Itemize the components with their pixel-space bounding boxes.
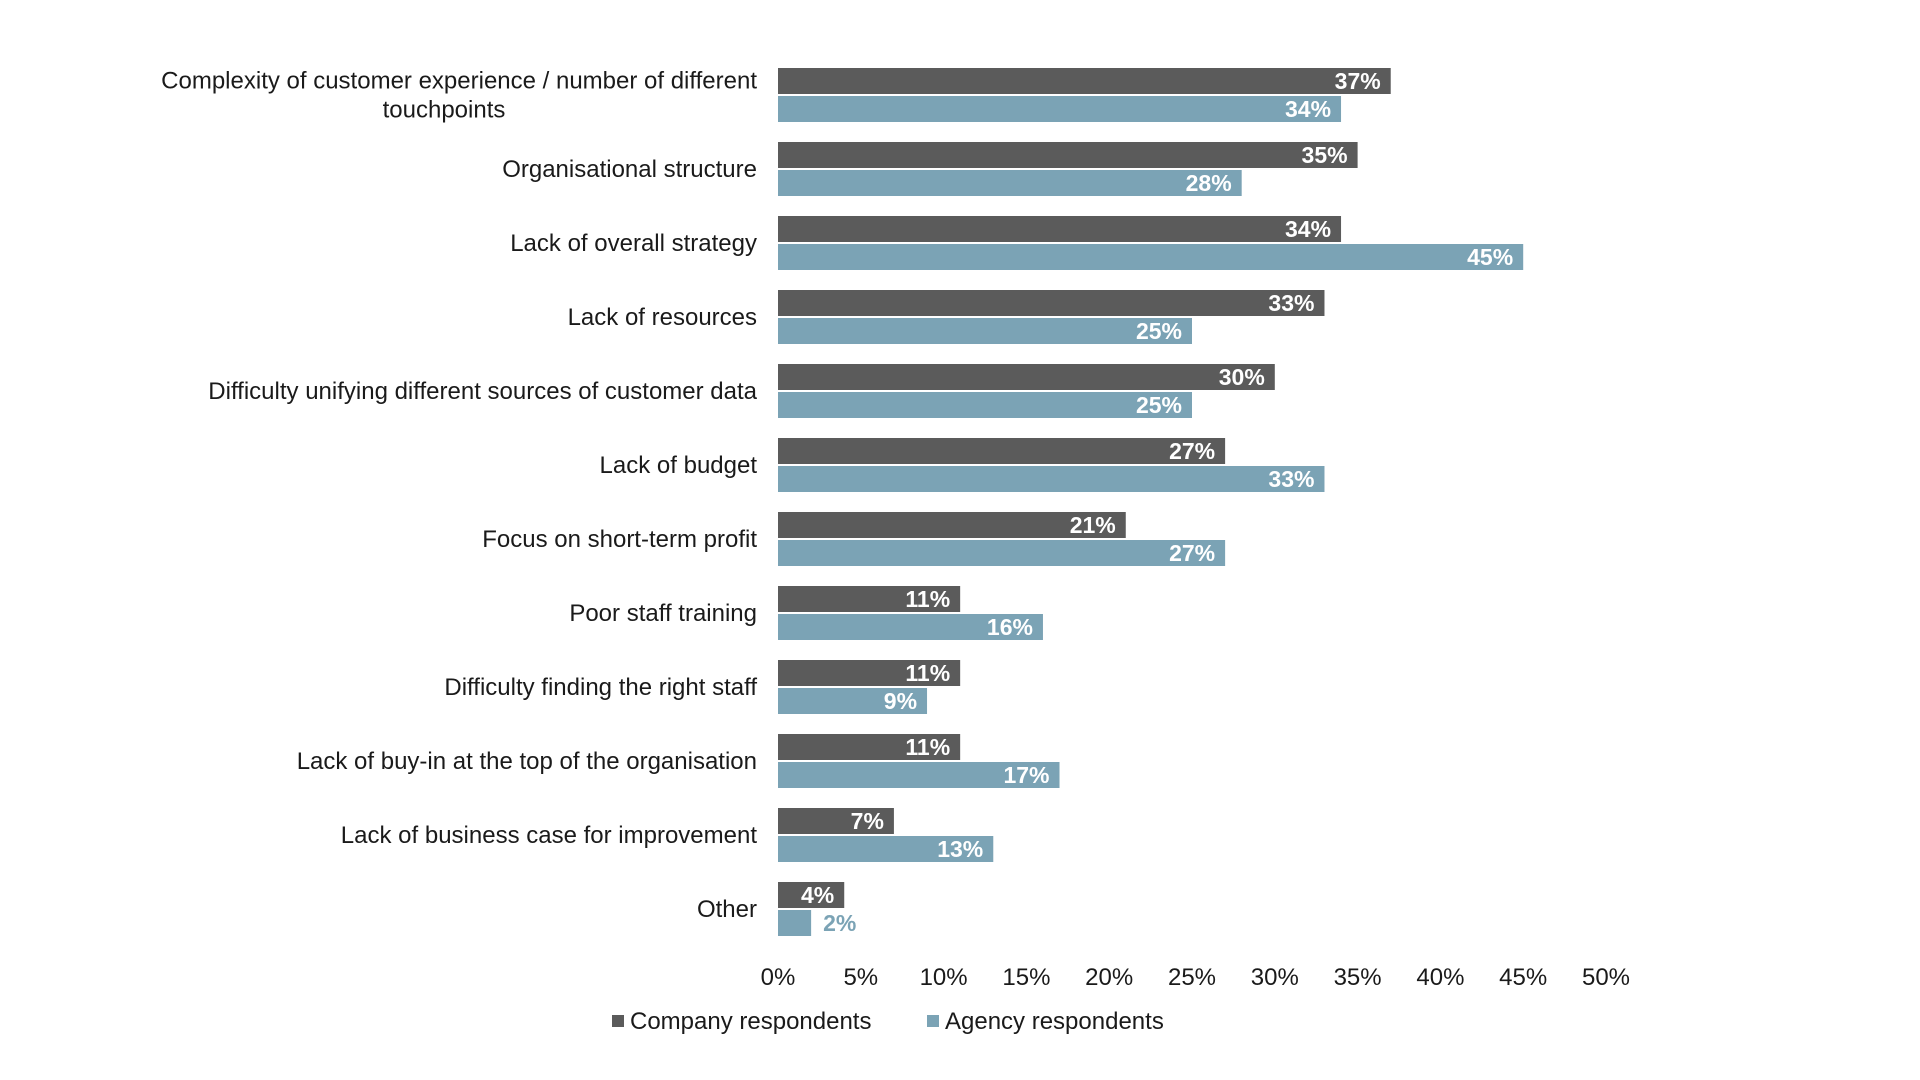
legend-label-company: Company respondents [630, 1008, 871, 1035]
data-label-company-11: 4% [801, 882, 834, 908]
data-label-company-2: 34% [1285, 216, 1331, 242]
data-label-company-5: 27% [1169, 438, 1215, 464]
data-label-agency-7: 16% [987, 614, 1033, 640]
category-label-5: Lack of budget [600, 452, 758, 479]
data-label-agency-0: 34% [1285, 96, 1331, 122]
legend-label-agency: Agency respondents [945, 1008, 1164, 1035]
category-labels: Complexity of customer experience / numb… [161, 68, 757, 924]
x-tick-label-2: 10% [920, 964, 968, 991]
data-label-agency-2: 45% [1467, 244, 1513, 270]
data-label-company-6: 21% [1070, 512, 1116, 538]
category-label-0-line-0: Complexity of customer experience / numb… [161, 68, 757, 95]
x-tick-label-3: 15% [1002, 964, 1050, 991]
x-tick-label-8: 40% [1416, 964, 1464, 991]
bar-agency-8 [778, 688, 928, 714]
x-tick-label-1: 5% [843, 964, 878, 991]
data-label-agency-11: 2% [823, 910, 856, 936]
data-label-company-0: 37% [1335, 68, 1381, 94]
x-tick-label-4: 20% [1085, 964, 1133, 991]
bar-agency-9 [778, 762, 1060, 788]
category-label-1: Organisational structure [502, 156, 757, 183]
bar-company-4 [778, 364, 1275, 390]
category-label-11: Other [697, 896, 757, 923]
data-label-company-8: 11% [905, 660, 950, 686]
bar-company-9 [778, 734, 961, 760]
bar-company-5 [778, 438, 1226, 464]
data-label-agency-6: 27% [1169, 540, 1215, 566]
bar-agency-10 [778, 836, 994, 862]
x-tick-label-10: 50% [1582, 964, 1630, 991]
data-label-company-4: 30% [1219, 364, 1265, 390]
bar-agency-1 [778, 170, 1242, 196]
legend-swatch-agency [927, 1015, 939, 1027]
category-label-3: Lack of resources [568, 304, 757, 331]
bar-company-0 [778, 68, 1391, 94]
bar-agency-4 [778, 392, 1192, 418]
category-label-0-line-1: touchpoints [383, 97, 506, 124]
data-label-company-10: 7% [851, 808, 884, 834]
bar-agency-11 [778, 910, 812, 936]
data-label-agency-8: 9% [884, 688, 917, 714]
bar-company-1 [778, 142, 1358, 168]
bar-company-10 [778, 808, 894, 834]
data-label-agency-4: 25% [1136, 392, 1182, 418]
x-tick-label-5: 25% [1168, 964, 1216, 991]
bar-agency-5 [778, 466, 1325, 492]
category-label-8: Difficulty finding the right staff [444, 674, 757, 701]
data-label-agency-3: 25% [1136, 318, 1182, 344]
category-label-4: Difficulty unifying different sources of… [208, 378, 757, 405]
bar-company-3 [778, 290, 1325, 316]
category-label-6: Focus on short-term profit [482, 526, 757, 553]
bar-company-2 [778, 216, 1342, 242]
category-label-7: Poor staff training [569, 600, 757, 627]
bar-agency-2 [778, 244, 1524, 270]
legend: Company respondents Agency respondents [612, 1008, 1164, 1035]
x-tick-label-6: 30% [1251, 964, 1299, 991]
data-label-agency-10: 13% [937, 836, 983, 862]
data-label-company-9: 11% [905, 734, 950, 760]
x-tick-label-7: 35% [1334, 964, 1382, 991]
bar-agency-6 [778, 540, 1226, 566]
bar-company-11 [778, 882, 845, 908]
data-label-agency-1: 28% [1186, 170, 1232, 196]
x-tick-label-9: 45% [1499, 964, 1547, 991]
x-tick-label-0: 0% [761, 964, 796, 991]
category-label-2: Lack of overall strategy [510, 230, 757, 257]
data-label-agency-9: 17% [1003, 762, 1049, 788]
bars-layer [778, 68, 1524, 936]
bar-company-8 [778, 660, 961, 686]
data-label-company-7: 11% [905, 586, 950, 612]
data-label-company-3: 33% [1268, 290, 1314, 316]
category-label-9: Lack of buy-in at the top of the organis… [297, 748, 757, 775]
x-axis-ticks: 0% 5% 10% 15% 20% 25% 30% 35% 40% 45% 50% [761, 964, 1630, 991]
bar-agency-3 [778, 318, 1192, 344]
category-label-10: Lack of business case for improvement [341, 822, 758, 849]
data-label-agency-5: 33% [1268, 466, 1314, 492]
legend-swatch-company [612, 1015, 624, 1027]
bar-company-7 [778, 586, 961, 612]
bar-agency-7 [778, 614, 1043, 640]
bar-agency-0 [778, 96, 1342, 122]
data-labels: 37%34%35%28%34%45%33%25%30%25%27%33%21%2… [801, 68, 1513, 936]
bar-company-6 [778, 512, 1126, 538]
data-label-company-1: 35% [1302, 142, 1348, 168]
